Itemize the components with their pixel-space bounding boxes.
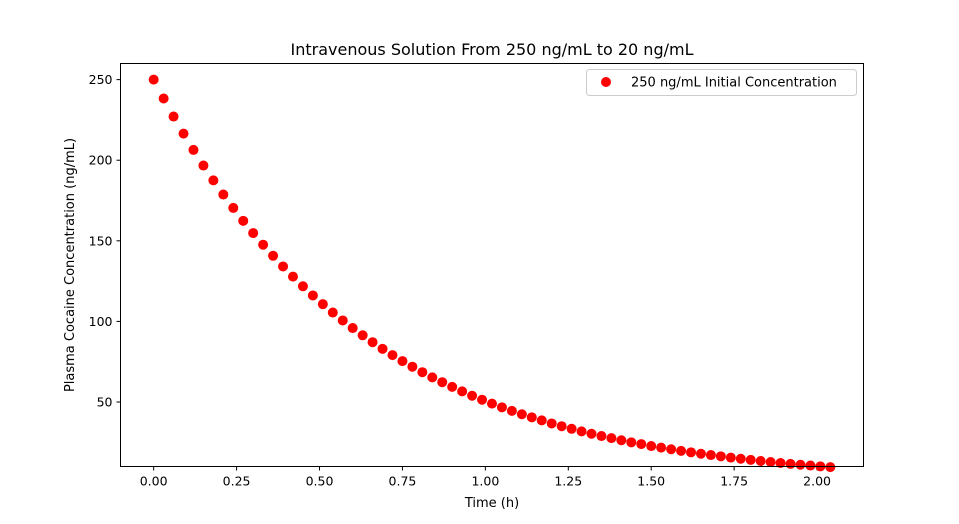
data-point: [377, 343, 388, 354]
data-point: [576, 426, 587, 437]
data-point: [596, 431, 607, 442]
data-point: [198, 160, 209, 171]
data-point: [387, 350, 398, 361]
y-tick-label: 200: [89, 153, 113, 168]
data-point: [686, 447, 697, 458]
data-point: [526, 412, 537, 423]
x-tick-label: 0.00: [140, 474, 168, 489]
data-point: [715, 451, 726, 462]
data-point: [307, 290, 318, 301]
data-point: [248, 228, 259, 239]
plot-frame: [120, 63, 864, 467]
data-point: [516, 409, 527, 420]
x-axis-label: Time (h): [464, 496, 519, 511]
data-point: [705, 450, 716, 461]
data-point: [656, 442, 667, 453]
data-point: [646, 441, 657, 452]
data-point: [347, 323, 358, 334]
data-point: [457, 386, 468, 397]
data-point: [268, 250, 279, 261]
x-tick-label: 1.50: [637, 474, 665, 489]
data-point: [447, 381, 458, 392]
data-point: [606, 433, 617, 444]
legend-box: [586, 69, 857, 96]
data-point: [556, 421, 567, 432]
data-point: [397, 356, 408, 367]
data-point: [467, 390, 478, 401]
data-point: [367, 337, 378, 348]
x-tick-label: 1.25: [554, 474, 582, 489]
data-point: [487, 398, 497, 409]
data-point: [228, 202, 239, 213]
data-point: [148, 74, 159, 85]
data-point: [745, 454, 756, 465]
data-point: [317, 299, 328, 310]
data-point: [666, 444, 677, 455]
data-point: [636, 439, 647, 450]
data-point: [546, 418, 557, 429]
data-point: [765, 456, 776, 467]
data-point: [676, 445, 687, 456]
data-point: [755, 456, 766, 467]
data-point: [287, 271, 298, 282]
data-point: [586, 428, 597, 439]
data-point: [188, 144, 199, 155]
chart-title: Intravenous Solution From 250 ng/mL to 2…: [291, 40, 694, 59]
data-point: [785, 458, 796, 469]
x-tick-label: 0.50: [306, 474, 334, 489]
y-axis-label: Plasma Cocaine Concentration (ng/mL): [63, 138, 78, 392]
data-point: [626, 437, 637, 448]
data-point: [695, 448, 706, 459]
data-point: [506, 405, 517, 416]
y-tick-label: 100: [89, 314, 113, 329]
x-tick-label: 1.00: [471, 474, 499, 489]
x-tick-label: 2.00: [803, 474, 831, 489]
data-point: [158, 93, 169, 104]
x-tick-label: 1.75: [720, 474, 748, 489]
data-point: [427, 372, 438, 383]
data-point: [496, 402, 507, 413]
data-point: [775, 457, 786, 468]
data-point: [258, 239, 269, 250]
data-point: [477, 394, 488, 405]
legend-label: 250 ng/mL Initial Concentration: [631, 76, 837, 91]
data-point: [278, 261, 289, 272]
data-points: [148, 74, 836, 473]
data-point: [178, 128, 189, 139]
x-tick-label: 0.25: [223, 474, 251, 489]
data-point: [357, 330, 368, 341]
data-point: [327, 307, 338, 318]
data-point: [168, 111, 179, 122]
data-point: [536, 415, 547, 426]
data-point: [725, 452, 736, 463]
data-point: [437, 377, 448, 388]
data-point: [795, 459, 806, 470]
data-point: [337, 315, 348, 326]
data-point: [616, 435, 627, 446]
data-point: [417, 367, 428, 378]
data-point: [825, 462, 836, 473]
y-tick-label: 50: [97, 395, 113, 410]
data-point: [407, 361, 418, 372]
data-point: [297, 281, 308, 292]
data-point: [208, 175, 219, 186]
data-point: [218, 189, 229, 200]
x-tick-label: 0.75: [389, 474, 417, 489]
x-axis-ticks: 0.00 0.25 0.50 0.75 1.00 1.25 1.50 1.75 2.00: [140, 466, 831, 489]
legend-marker: [601, 77, 611, 87]
y-axis-ticks: 50 100 150 200 250: [89, 72, 121, 410]
data-point: [238, 215, 249, 226]
data-point: [805, 460, 816, 471]
legend: 250 ng/mL Initial Concentration: [586, 69, 857, 96]
data-point: [566, 423, 577, 434]
data-point: [735, 453, 746, 464]
y-tick-label: 150: [89, 233, 113, 248]
y-tick-label: 250: [89, 72, 113, 87]
